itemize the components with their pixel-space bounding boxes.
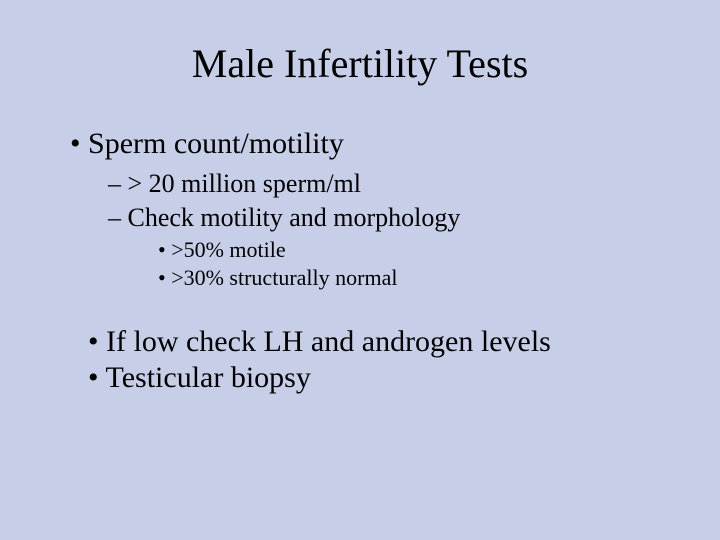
bullet-level3: • >50% motile bbox=[158, 237, 670, 263]
bottom-bullet-group: • If low check LH and androgen levels • … bbox=[50, 325, 670, 395]
bullet-text: Sperm count/motility bbox=[88, 127, 344, 160]
bullet-text: >30% structurally normal bbox=[171, 265, 397, 290]
bullet-text: > 20 million sperm/ml bbox=[128, 169, 362, 198]
bullet-text: Testicular biopsy bbox=[105, 361, 310, 394]
slide-title: Male Infertility Tests bbox=[50, 40, 670, 87]
bullet-level3: • >30% structurally normal bbox=[158, 265, 670, 291]
bullet-text: If low check LH and androgen levels bbox=[106, 325, 551, 358]
bullet-dot-icon: • bbox=[158, 237, 166, 263]
bullet-dot-icon: • bbox=[88, 325, 99, 359]
bullet-level2: – > 20 million sperm/ml bbox=[108, 169, 670, 199]
bullet-level1: • Testicular biopsy bbox=[88, 361, 670, 395]
bullet-level1: • If low check LH and androgen levels bbox=[88, 325, 670, 359]
bullet-dot-icon: • bbox=[158, 265, 166, 291]
bullet-text: Check motility and morphology bbox=[128, 203, 461, 232]
bullet-level1: • Sperm count/motility bbox=[70, 127, 670, 161]
bullet-level2: – Check motility and morphology bbox=[108, 203, 670, 233]
bullet-dot-icon: • bbox=[70, 127, 81, 161]
bullet-dot-icon: • bbox=[88, 361, 99, 395]
bullet-dash-icon: – bbox=[108, 203, 121, 233]
bullet-text: >50% motile bbox=[171, 237, 285, 262]
bullet-dash-icon: – bbox=[108, 169, 121, 199]
slide-container: Male Infertility Tests • Sperm count/mot… bbox=[0, 0, 720, 540]
